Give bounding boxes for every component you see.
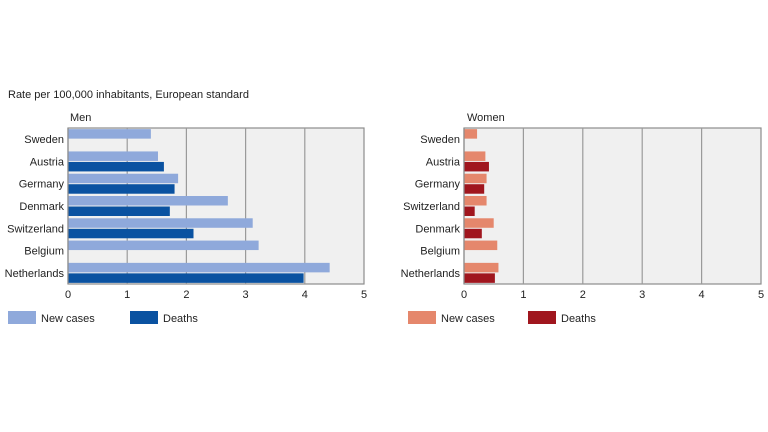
legend-label-deaths: Deaths <box>163 313 198 325</box>
x-tick-label: 5 <box>758 289 764 301</box>
x-tick-label: 2 <box>580 289 586 301</box>
bar-new-cases-belgium <box>68 240 259 251</box>
bar-new-cases-netherlands <box>464 262 499 273</box>
women-chart: Women 0 1 2 3 4 5 Sweden Austria Germany Switzerla… <box>401 112 764 325</box>
panel-title: Women <box>467 112 505 124</box>
bar-new-cases-sweden <box>68 129 151 139</box>
x-tick-label: 2 <box>183 289 189 301</box>
x-tick-label: 0 <box>461 289 467 301</box>
legend-swatch-deaths <box>130 311 158 324</box>
category-label-denmark: Denmark <box>19 201 64 213</box>
x-tick-label: 0 <box>65 289 71 301</box>
bar-new-cases-austria <box>68 151 158 161</box>
bar-new-cases-sweden <box>464 129 478 139</box>
bar-new-cases-switzerland <box>68 218 253 228</box>
x-tick-label: 3 <box>243 289 249 301</box>
legend-label-new-cases: New cases <box>41 313 95 325</box>
category-label-germany: Germany <box>415 179 461 191</box>
bar-new-cases-austria <box>464 151 486 161</box>
x-tick-label: 4 <box>302 289 308 301</box>
bar-new-cases-denmark <box>68 196 228 206</box>
legend-label-deaths: Deaths <box>561 313 596 325</box>
bar-deaths-germany <box>68 184 175 194</box>
category-label-sweden: Sweden <box>24 134 64 146</box>
bar-deaths-netherlands <box>68 273 304 283</box>
category-label-germany: Germany <box>19 179 65 191</box>
bar-new-cases-belgium <box>464 240 498 251</box>
category-label-sweden: Sweden <box>420 134 460 146</box>
legend-label-new-cases: New cases <box>441 313 495 325</box>
bar-deaths-austria <box>68 161 164 172</box>
x-tick-label: 5 <box>361 289 367 301</box>
category-label-netherlands: Netherlands <box>401 268 461 280</box>
bar-new-cases-switzerland <box>464 196 487 206</box>
category-label-belgium: Belgium <box>24 246 64 258</box>
category-label-belgium: Belgium <box>420 246 460 258</box>
bar-new-cases-germany <box>464 173 487 184</box>
category-label-austria: Austria <box>426 156 461 168</box>
x-tick-label: 1 <box>520 289 526 301</box>
category-label-netherlands: Netherlands <box>5 268 65 280</box>
bar-deaths-germany <box>464 184 485 194</box>
category-label-denmark: Denmark <box>415 223 460 235</box>
bar-new-cases-germany <box>68 173 179 184</box>
bar-deaths-austria <box>464 161 489 172</box>
category-label-austria: Austria <box>30 156 65 168</box>
x-tick-label: 4 <box>699 289 705 301</box>
bar-deaths-denmark <box>68 206 170 216</box>
x-tick-label: 3 <box>639 289 645 301</box>
men-chart: Men 0 1 2 3 4 5 Sweden Austria Germany Denmark Swit… <box>5 112 367 325</box>
bar-deaths-switzerland <box>68 228 194 239</box>
legend-swatch-new-cases <box>408 311 436 324</box>
legend-swatch-deaths <box>528 311 556 324</box>
chart-subtitle: Rate per 100,000 inhabitants, European s… <box>8 89 249 101</box>
category-label-switzerland: Switzerland <box>7 223 64 235</box>
bar-new-cases-denmark <box>464 218 494 228</box>
legend-swatch-new-cases <box>8 311 36 324</box>
plot-area <box>67 127 365 285</box>
bar-deaths-switzerland <box>464 206 475 216</box>
x-tick-label: 1 <box>124 289 130 301</box>
panel-title: Men <box>70 112 91 124</box>
bar-new-cases-netherlands <box>68 262 330 273</box>
bar-deaths-netherlands <box>464 273 495 283</box>
plot-area <box>463 127 762 285</box>
category-label-switzerland: Switzerland <box>403 201 460 213</box>
bar-deaths-denmark <box>464 228 482 239</box>
